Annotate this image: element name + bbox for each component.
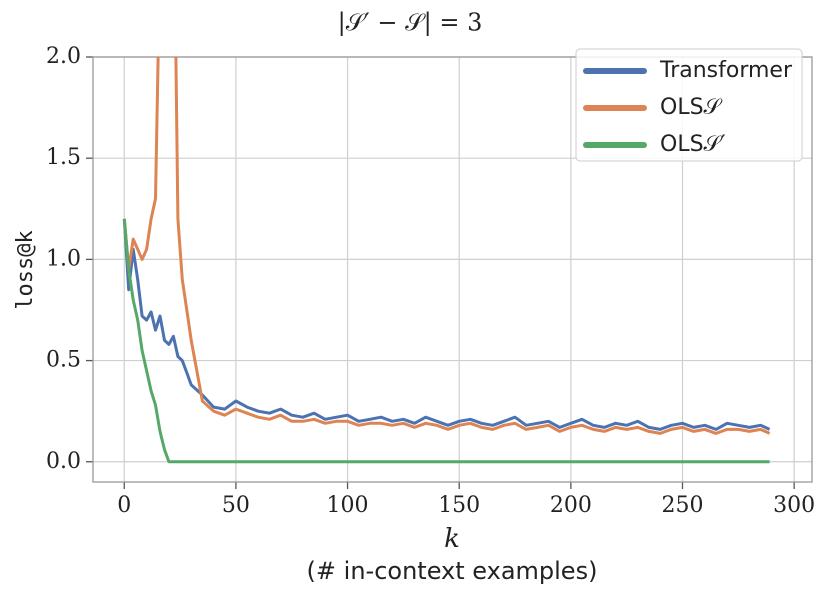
x-axis-label: k xyxy=(444,524,460,554)
y-tick-label: 0.5 xyxy=(46,348,81,373)
legend-label: OLS𝒮 xyxy=(660,95,723,120)
x-tick-label: 250 xyxy=(661,493,703,518)
x-tick-label: 50 xyxy=(222,493,250,518)
y-tick-label: 1.5 xyxy=(46,145,81,170)
y-tick-label: 1.0 xyxy=(46,246,81,271)
series-line xyxy=(122,57,771,435)
y-tick-label: 0.0 xyxy=(46,449,81,474)
y-tick-label: 2.0 xyxy=(46,44,81,69)
legend-box xyxy=(575,48,803,162)
x-axis-note: (# in-context examples) xyxy=(307,557,598,585)
x-tick-label: 300 xyxy=(773,493,815,518)
plot-area xyxy=(122,57,771,464)
chart-title: |𝒮′ − 𝒮| = 3 xyxy=(338,9,483,38)
series-line xyxy=(122,218,770,464)
y-axis-label: loss@k xyxy=(13,230,38,309)
plot-frame xyxy=(92,56,813,483)
x-tick-label: 150 xyxy=(438,493,480,518)
legend-label: Transformer xyxy=(659,58,793,83)
x-tick-label: 0 xyxy=(117,493,131,518)
x-tick-label: 100 xyxy=(327,493,369,518)
series-line xyxy=(122,218,771,431)
x-tick-label: 200 xyxy=(550,493,592,518)
legend-label: OLS𝒮′ xyxy=(660,132,726,157)
